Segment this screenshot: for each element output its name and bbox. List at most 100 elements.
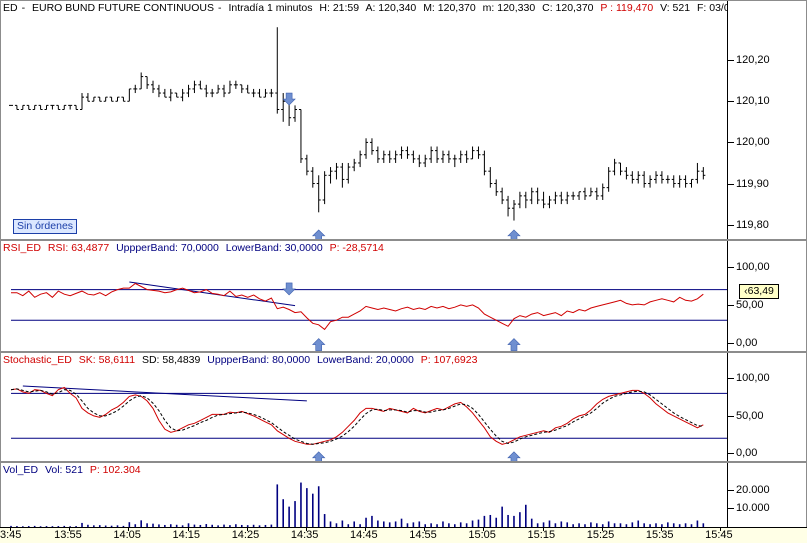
volume-panel: Vol_ED Vol: 521 P: 102.304 ▲ ▼ × 20.0001…	[0, 462, 807, 528]
price-bar	[594, 187, 599, 200]
price-bar	[606, 167, 611, 192]
price-bar	[600, 183, 605, 200]
sell-arrow-icon	[282, 282, 296, 296]
price-bar	[494, 179, 499, 196]
rsi-value: RSI: 63,4877	[47, 242, 110, 254]
price-bar	[304, 154, 309, 176]
price-bar	[571, 191, 576, 200]
price-bar	[452, 154, 457, 168]
price-bar	[91, 96, 96, 102]
time-axis-tick	[305, 527, 307, 531]
0-scale-label: 119,90	[736, 177, 769, 190]
2-scale-tick	[728, 415, 734, 417]
volume-last: Vol: 521	[44, 464, 83, 476]
buy-arrow-icon	[311, 338, 326, 351]
3-scale-label: 20.000	[736, 483, 770, 496]
time-axis-tick	[542, 527, 544, 531]
volume-value: V: 521	[660, 2, 691, 14]
price-bar	[559, 191, 564, 205]
0-scale-tick	[728, 224, 734, 226]
price-bar	[127, 88, 132, 102]
buy-arrow-icon	[311, 451, 326, 461]
price-bar	[62, 104, 67, 110]
price-bar	[186, 84, 191, 98]
price-scale[interactable]: 120,20 120,10 120,00 119,90 119,80	[727, 1, 806, 239]
price-bar	[245, 84, 250, 94]
price-bar	[701, 167, 706, 180]
price-bar	[310, 167, 315, 188]
price-bar	[115, 96, 120, 102]
symbol-label: ED	[3, 2, 18, 14]
rsi-plot[interactable]	[1, 241, 730, 352]
2-scale-tick	[728, 378, 734, 380]
price-bar	[482, 150, 487, 176]
price-bar	[683, 175, 688, 188]
price-bar	[695, 162, 700, 184]
volume-p-value: P: 102.304	[89, 464, 141, 476]
volume-plot[interactable]	[1, 463, 730, 528]
stochastic-name: Stochastic_ED	[3, 354, 72, 366]
sd-value: SD: 58,4839	[141, 354, 201, 366]
price-bar	[671, 175, 676, 188]
time-axis[interactable]: 3:45 13:55 14:05 14:15 14:25 14:35 14:45 14:55 1…	[0, 527, 807, 543]
time-axis-label: 13:55	[54, 529, 82, 541]
price-bar	[553, 191, 558, 205]
rsi-panel: RSI_ED RSI: 63,4877 UppperBand: 70,0000 …	[0, 240, 807, 352]
1-scale-label: 100,00	[736, 260, 770, 273]
0-scale-tick	[728, 142, 734, 144]
0-scale-label: 120,00	[736, 136, 770, 149]
high-value: M: 120,370	[423, 2, 476, 14]
price-bar	[145, 76, 150, 89]
price-plot[interactable]	[1, 1, 730, 240]
price-bar	[210, 88, 215, 98]
price-bar	[612, 158, 617, 176]
price-bar	[689, 178, 694, 188]
time-axis-label: 15:05	[468, 529, 496, 541]
price-bar	[133, 84, 138, 94]
time-axis-label: 15:45	[705, 529, 733, 541]
price-bar	[14, 104, 19, 110]
price-bar	[222, 84, 227, 98]
2-scale-label: 0,00	[736, 447, 758, 460]
price-panel: ED - EURO BUND FUTURE CONTINUOUS - Intradí…	[0, 0, 807, 240]
time-axis-tick	[660, 527, 662, 531]
volume-scale[interactable]: 20.000 10.000	[727, 463, 806, 527]
stochastic-plot[interactable]	[1, 353, 730, 462]
sk-value: SK: 58,6111	[78, 354, 136, 366]
series-line-rsi	[11, 282, 704, 331]
price-bar	[393, 150, 398, 163]
price-bar	[328, 167, 333, 184]
time-axis-tick	[10, 527, 11, 531]
price-bar	[488, 167, 493, 188]
buy-arrow-icon	[507, 229, 521, 239]
stochastic-scale[interactable]: 100,00 50,00 0,00	[727, 353, 806, 461]
open-value: A: 120,340	[365, 2, 417, 14]
time-axis-label: 14:55	[409, 529, 437, 541]
price-bar	[458, 150, 463, 163]
price-bar	[269, 88, 274, 98]
price-bar	[293, 105, 298, 122]
price-bar	[216, 84, 221, 94]
price-bar	[192, 80, 197, 94]
price-bar	[50, 104, 55, 110]
price-bar	[204, 84, 209, 98]
price-bar	[511, 199, 516, 221]
price-bar	[44, 104, 49, 110]
time-axis-tick	[601, 527, 603, 531]
price-bar	[74, 104, 79, 110]
orders-status-button[interactable]: Sin órdenes	[13, 219, 78, 234]
2-scale-tick	[728, 453, 734, 455]
price-bar	[162, 88, 167, 98]
price-bar	[180, 88, 185, 102]
buy-arrow-icon	[507, 338, 521, 351]
rsi-p-value: P: -28,5714	[329, 242, 384, 254]
price-bar	[440, 150, 445, 163]
price-bar	[541, 191, 546, 209]
price-bar	[535, 187, 540, 205]
price-bar	[653, 171, 658, 184]
price-bar	[523, 191, 528, 209]
close-value: C: 120,370	[542, 2, 594, 14]
price-bar	[630, 171, 635, 184]
price-bar	[227, 80, 232, 94]
price-bar	[334, 162, 339, 180]
